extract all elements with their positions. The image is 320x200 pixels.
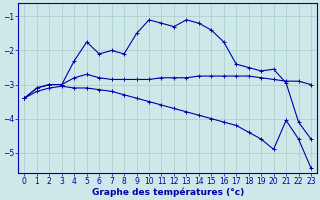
X-axis label: Graphe des températures (°c): Graphe des températures (°c): [92, 188, 244, 197]
